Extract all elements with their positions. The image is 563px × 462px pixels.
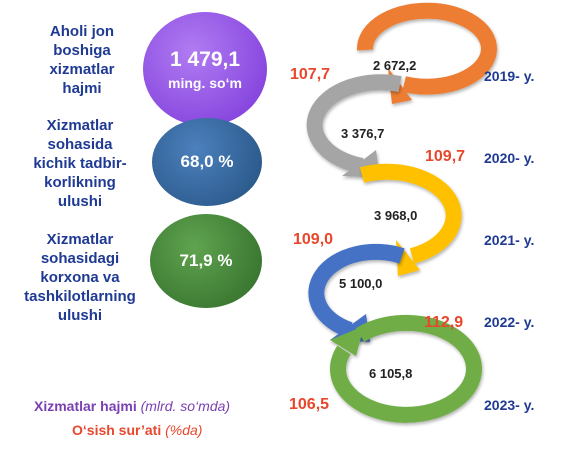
indicator-value-1: 1 479,1: [169, 47, 241, 71]
year-2020: 2020- y.: [484, 150, 535, 166]
volume-2021: 3 968,0: [374, 208, 418, 223]
arrow-2021: [359, 163, 462, 276]
indicator-unit-1: ming. so‘m: [168, 74, 242, 91]
volume-2023: 6 105,8: [369, 366, 413, 381]
indicator-label-1: Aholi jon boshiga xizmatlar hajmi: [49, 23, 115, 97]
legend-volume-label: Xizmatlar hajmi: [34, 398, 137, 414]
indicator-circle-1: 1 479,1 ming. so‘m: [143, 12, 267, 126]
year-2023: 2023- y.: [484, 397, 535, 413]
legend-volume: Xizmatlar hajmi (mlrd. so‘mda): [34, 398, 230, 414]
legend-rate: O‘sish sur’ati (%da): [72, 422, 202, 438]
rate-2019: 107,7: [290, 66, 331, 83]
legend-rate-unit: (%da): [165, 422, 203, 438]
indicator-circle-2: 68,0 %: [152, 118, 262, 206]
indicator-circle-3: 71,9 %: [150, 214, 262, 308]
rate-2021: 109,0: [293, 231, 334, 248]
indicator-label-2: Xizmatlar sohasida kichik tadbir-korliknin…: [33, 117, 127, 210]
legend-volume-unit: (mlrd. so‘mda): [140, 398, 231, 414]
rate-2022: 112,9: [424, 314, 464, 331]
indicator-value-3: 71,9 %: [179, 251, 233, 270]
legend-rate-label: O‘sish sur’ati: [72, 422, 162, 438]
volume-2022: 5 100,0: [339, 276, 383, 291]
indicator-value-2: 68,0 %: [180, 152, 234, 171]
arrow-2023: [330, 314, 482, 423]
rate-2020: 109,7: [425, 148, 466, 165]
rate-2023: 106,5: [289, 396, 330, 413]
volume-2020: 3 376,7: [341, 126, 385, 141]
volume-2019: 2 672,2: [373, 58, 417, 73]
indicator-label-3: Xizmatlar sohasidagi korxona va tashkilotla…: [24, 231, 136, 324]
year-2019: 2019- y.: [484, 68, 535, 84]
year-2022: 2022- y.: [484, 314, 535, 330]
year-2021: 2021- y.: [484, 232, 535, 248]
